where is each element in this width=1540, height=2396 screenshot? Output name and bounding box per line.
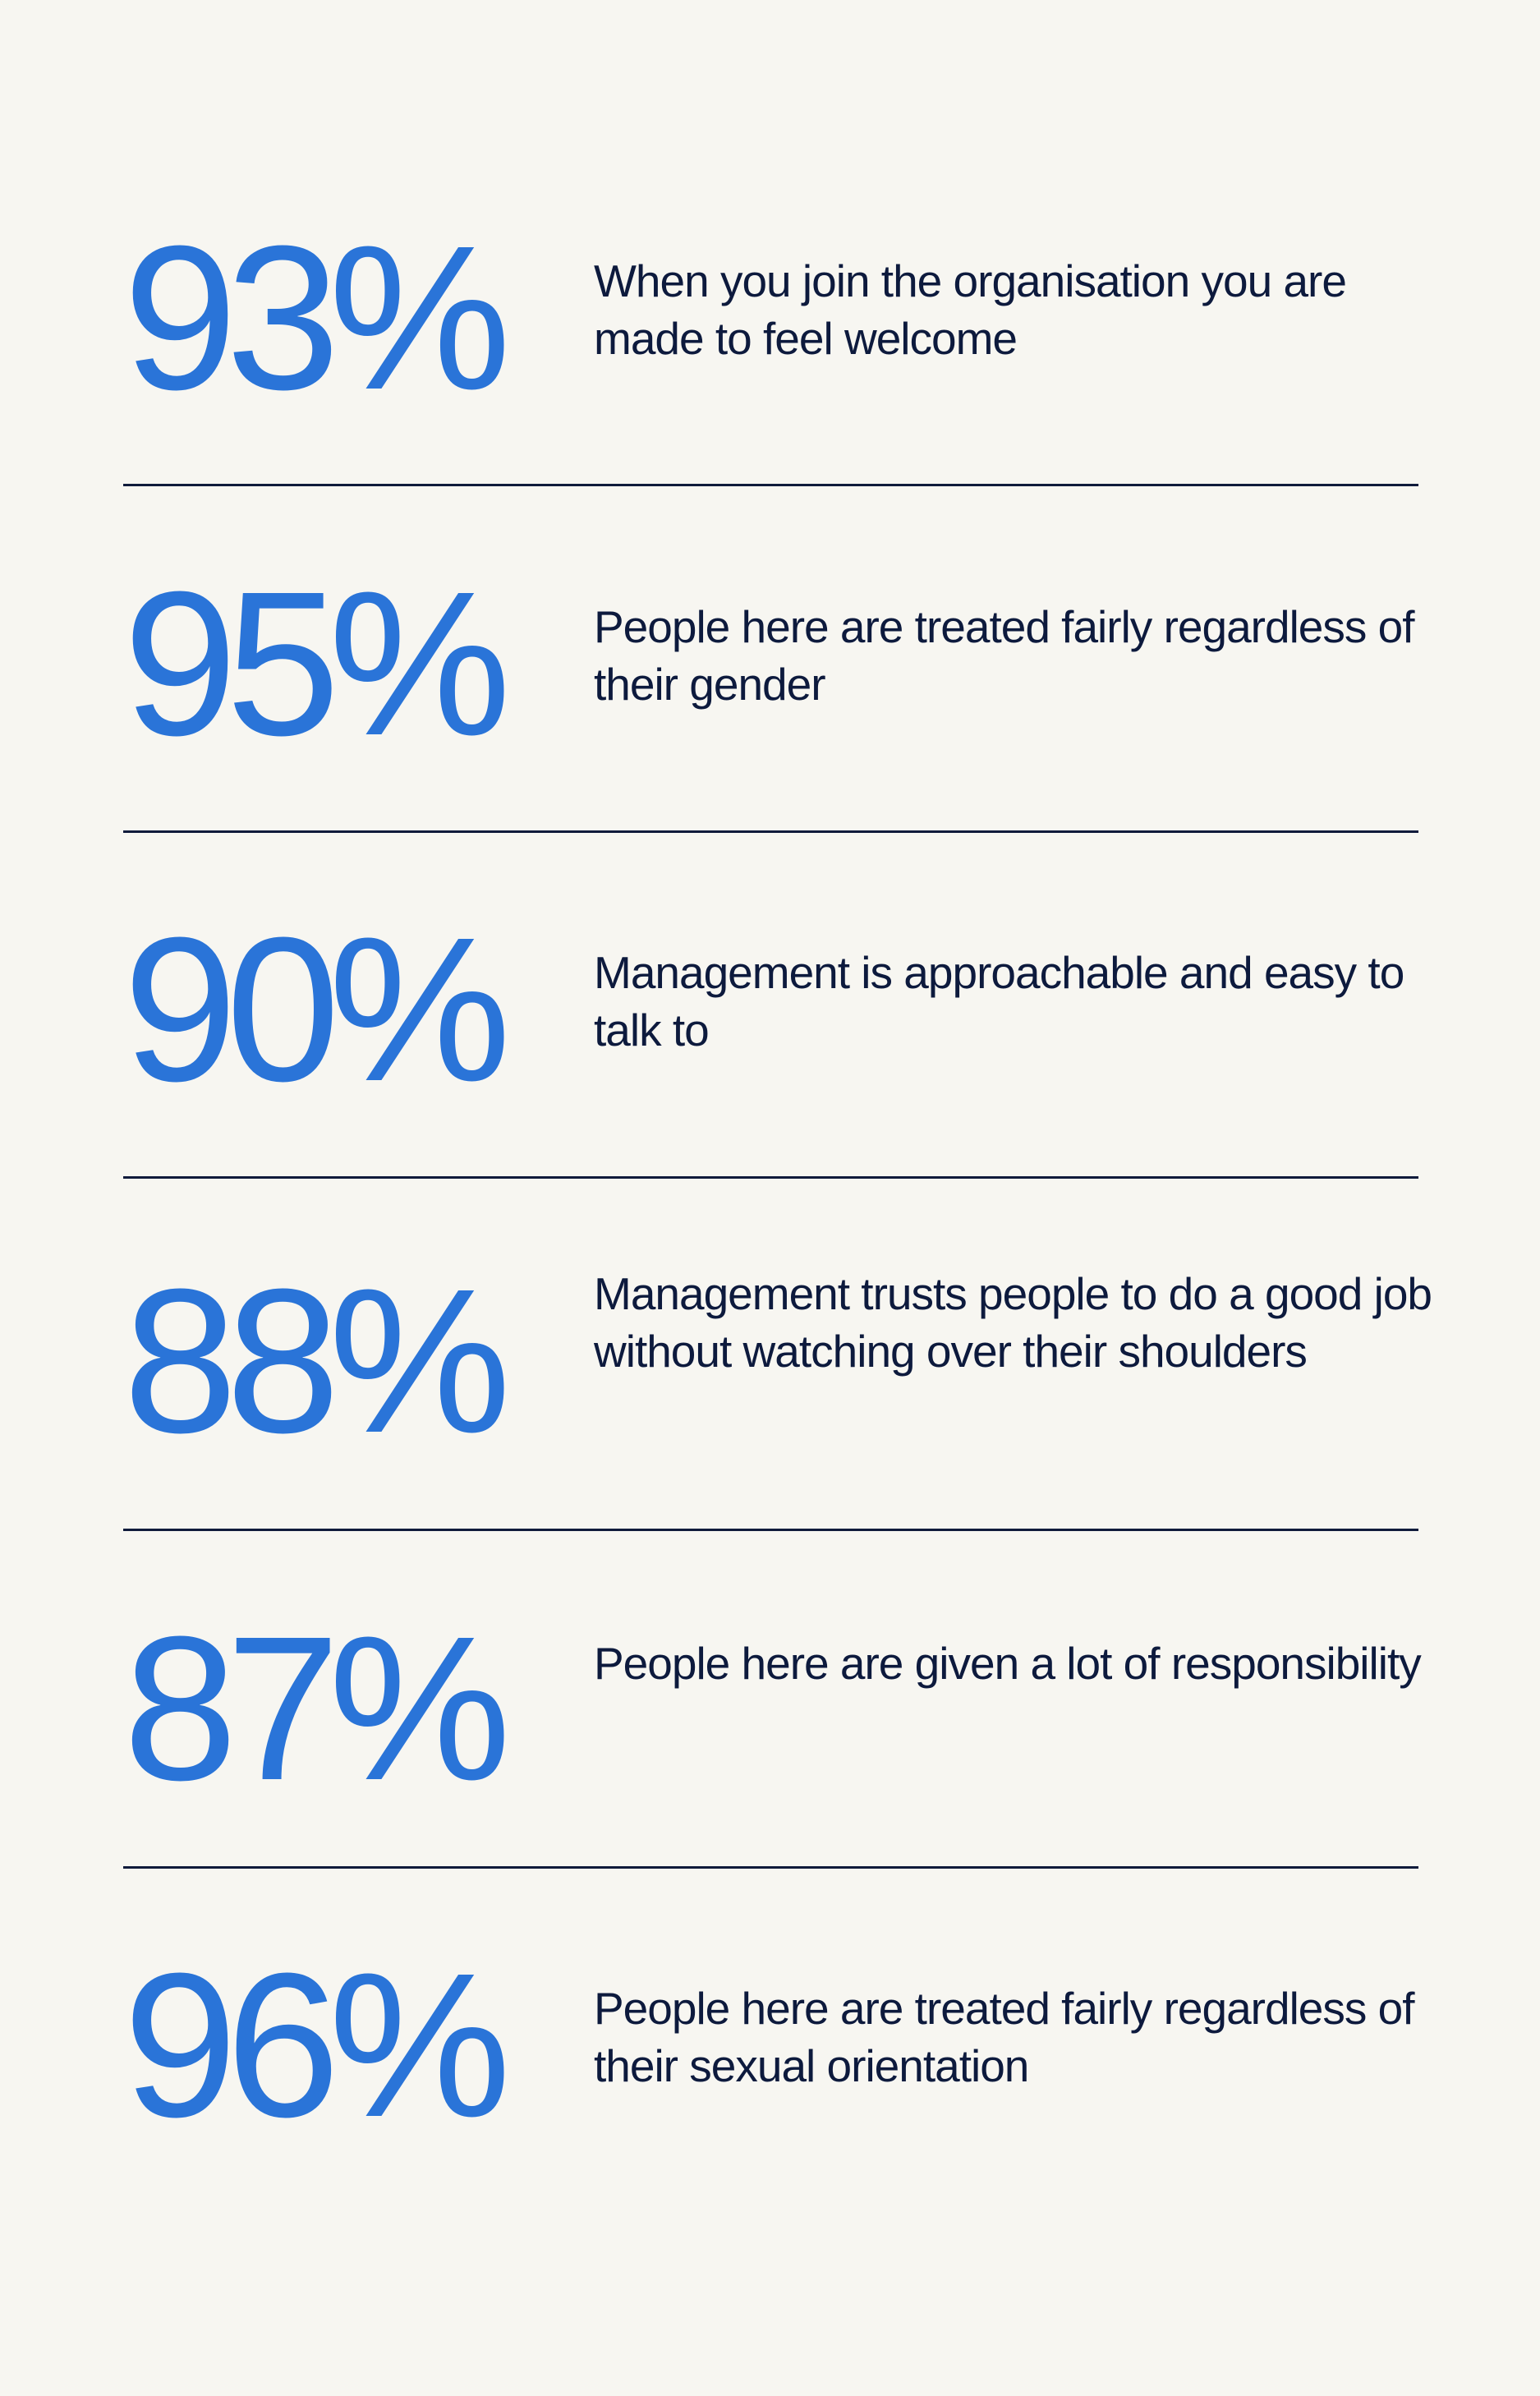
divider	[123, 484, 1418, 486]
stat-description: When you join the organisation you are m…	[594, 255, 1347, 364]
stat-percentage: 96%	[123, 1930, 511, 2159]
divider	[123, 1529, 1418, 1531]
stat-description: People here are treated fairly regardles…	[594, 601, 1415, 710]
stat-percentage: 93%	[123, 203, 511, 432]
divider	[123, 1866, 1418, 1869]
stat-percentage: 88%	[123, 1246, 511, 1475]
stat-percentage: 90%	[123, 894, 511, 1124]
divider	[123, 830, 1418, 833]
stat-description: Management trusts people to do a good jo…	[594, 1268, 1432, 1377]
stat-description: Management is approachable and easy to t…	[594, 947, 1404, 1055]
stat-description: People here are given a lot of responsib…	[594, 1638, 1422, 1689]
stat-description: People here are treated fairly regardles…	[594, 1983, 1415, 2091]
divider	[123, 1176, 1418, 1179]
stat-percentage: 87%	[123, 1594, 511, 1823]
stat-percentage: 95%	[123, 549, 511, 778]
